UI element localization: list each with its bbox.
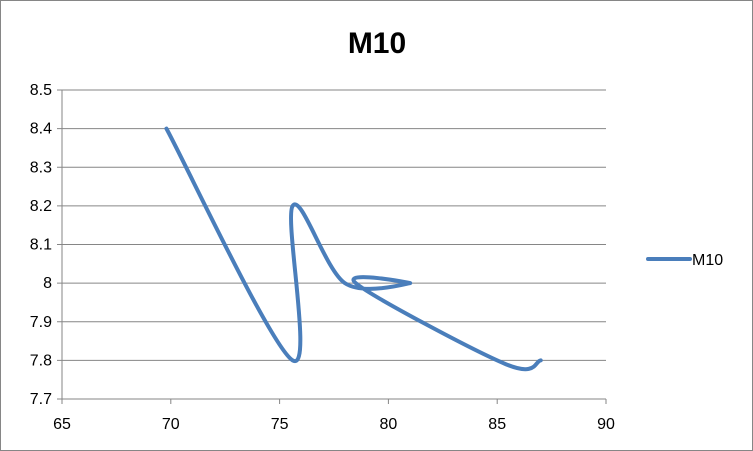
y-tick-label: 8.3	[30, 159, 52, 176]
y-tick-label: 7.7	[30, 391, 52, 408]
x-tick-label: 80	[380, 416, 398, 433]
x-tick-labels: 65 70 75 80 85 90	[53, 416, 615, 433]
y-tick-label: 8.1	[30, 237, 52, 254]
y-tick-label: 8.5	[30, 82, 52, 99]
chart-title: M10	[348, 27, 406, 60]
grid-lines	[62, 89, 606, 361]
x-tick-label: 70	[162, 416, 180, 433]
series-line-m10	[164, 126, 543, 372]
x-tick-label: 75	[271, 416, 289, 433]
y-tick-label: 7.9	[30, 314, 52, 331]
legend-label-m10: M10	[692, 252, 723, 269]
y-tick-labels: 7.7 7.8 7.9 8 8.1 8.2 8.3 8.4 8.5	[30, 82, 52, 408]
series-layer	[164, 126, 543, 372]
y-tick-label: 8	[43, 275, 52, 292]
legend: M10	[646, 252, 723, 269]
y-tick-label: 8.2	[30, 198, 52, 215]
x-tick-label: 65	[53, 416, 71, 433]
y-tick-label: 8.4	[30, 121, 52, 138]
axes	[57, 89, 607, 404]
x-tick-label: 90	[597, 416, 615, 433]
y-tick-label: 7.8	[30, 352, 52, 369]
x-tick-label: 85	[488, 416, 506, 433]
